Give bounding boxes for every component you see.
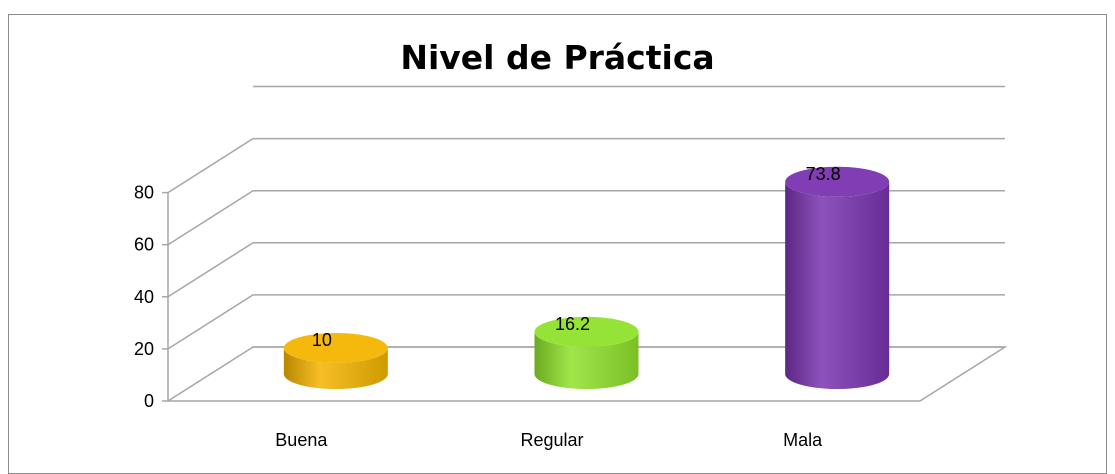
- chart-frame: [8, 14, 1107, 474]
- bar-top-regular: [534, 316, 639, 347]
- y-tick-label: 0: [144, 391, 154, 411]
- chart-title: Nivel de Práctica: [400, 38, 715, 77]
- y-tick-label: 60: [134, 235, 154, 255]
- bar-buena: [283, 347, 388, 389]
- data-label: 10: [312, 330, 332, 350]
- y-tick-label: 80: [134, 183, 154, 203]
- x-tick-label: Mala: [783, 430, 823, 450]
- bars: [283, 166, 890, 389]
- x-tick-label: Buena: [275, 430, 328, 450]
- gridline-side: [167, 346, 254, 402]
- data-label: 73.8: [806, 164, 841, 184]
- y-axis-ticks: 0 20 40 60 80: [134, 183, 154, 411]
- data-label: 16.2: [555, 314, 590, 334]
- bar-mala: [785, 181, 890, 389]
- x-axis-labels: Buena Regular Mala: [275, 430, 823, 450]
- x-tick-label: Regular: [520, 430, 583, 450]
- bar-top-buena: [283, 332, 388, 363]
- gridline-side: [167, 137, 254, 194]
- gridline-side: [167, 242, 254, 298]
- gridline-side: [167, 294, 254, 350]
- y-tick-label: 40: [134, 287, 154, 307]
- y-tick-label: 20: [134, 339, 154, 359]
- data-labels: 10 16.2 73.8: [312, 164, 841, 350]
- bar-regular: [534, 331, 639, 389]
- gridline-side: [167, 190, 254, 246]
- chart-plot-area: 0 20 40 60 80 Buena Regular Mala 10 16.2 73.8: [134, 85, 1008, 450]
- bar-top-mala: [785, 166, 890, 197]
